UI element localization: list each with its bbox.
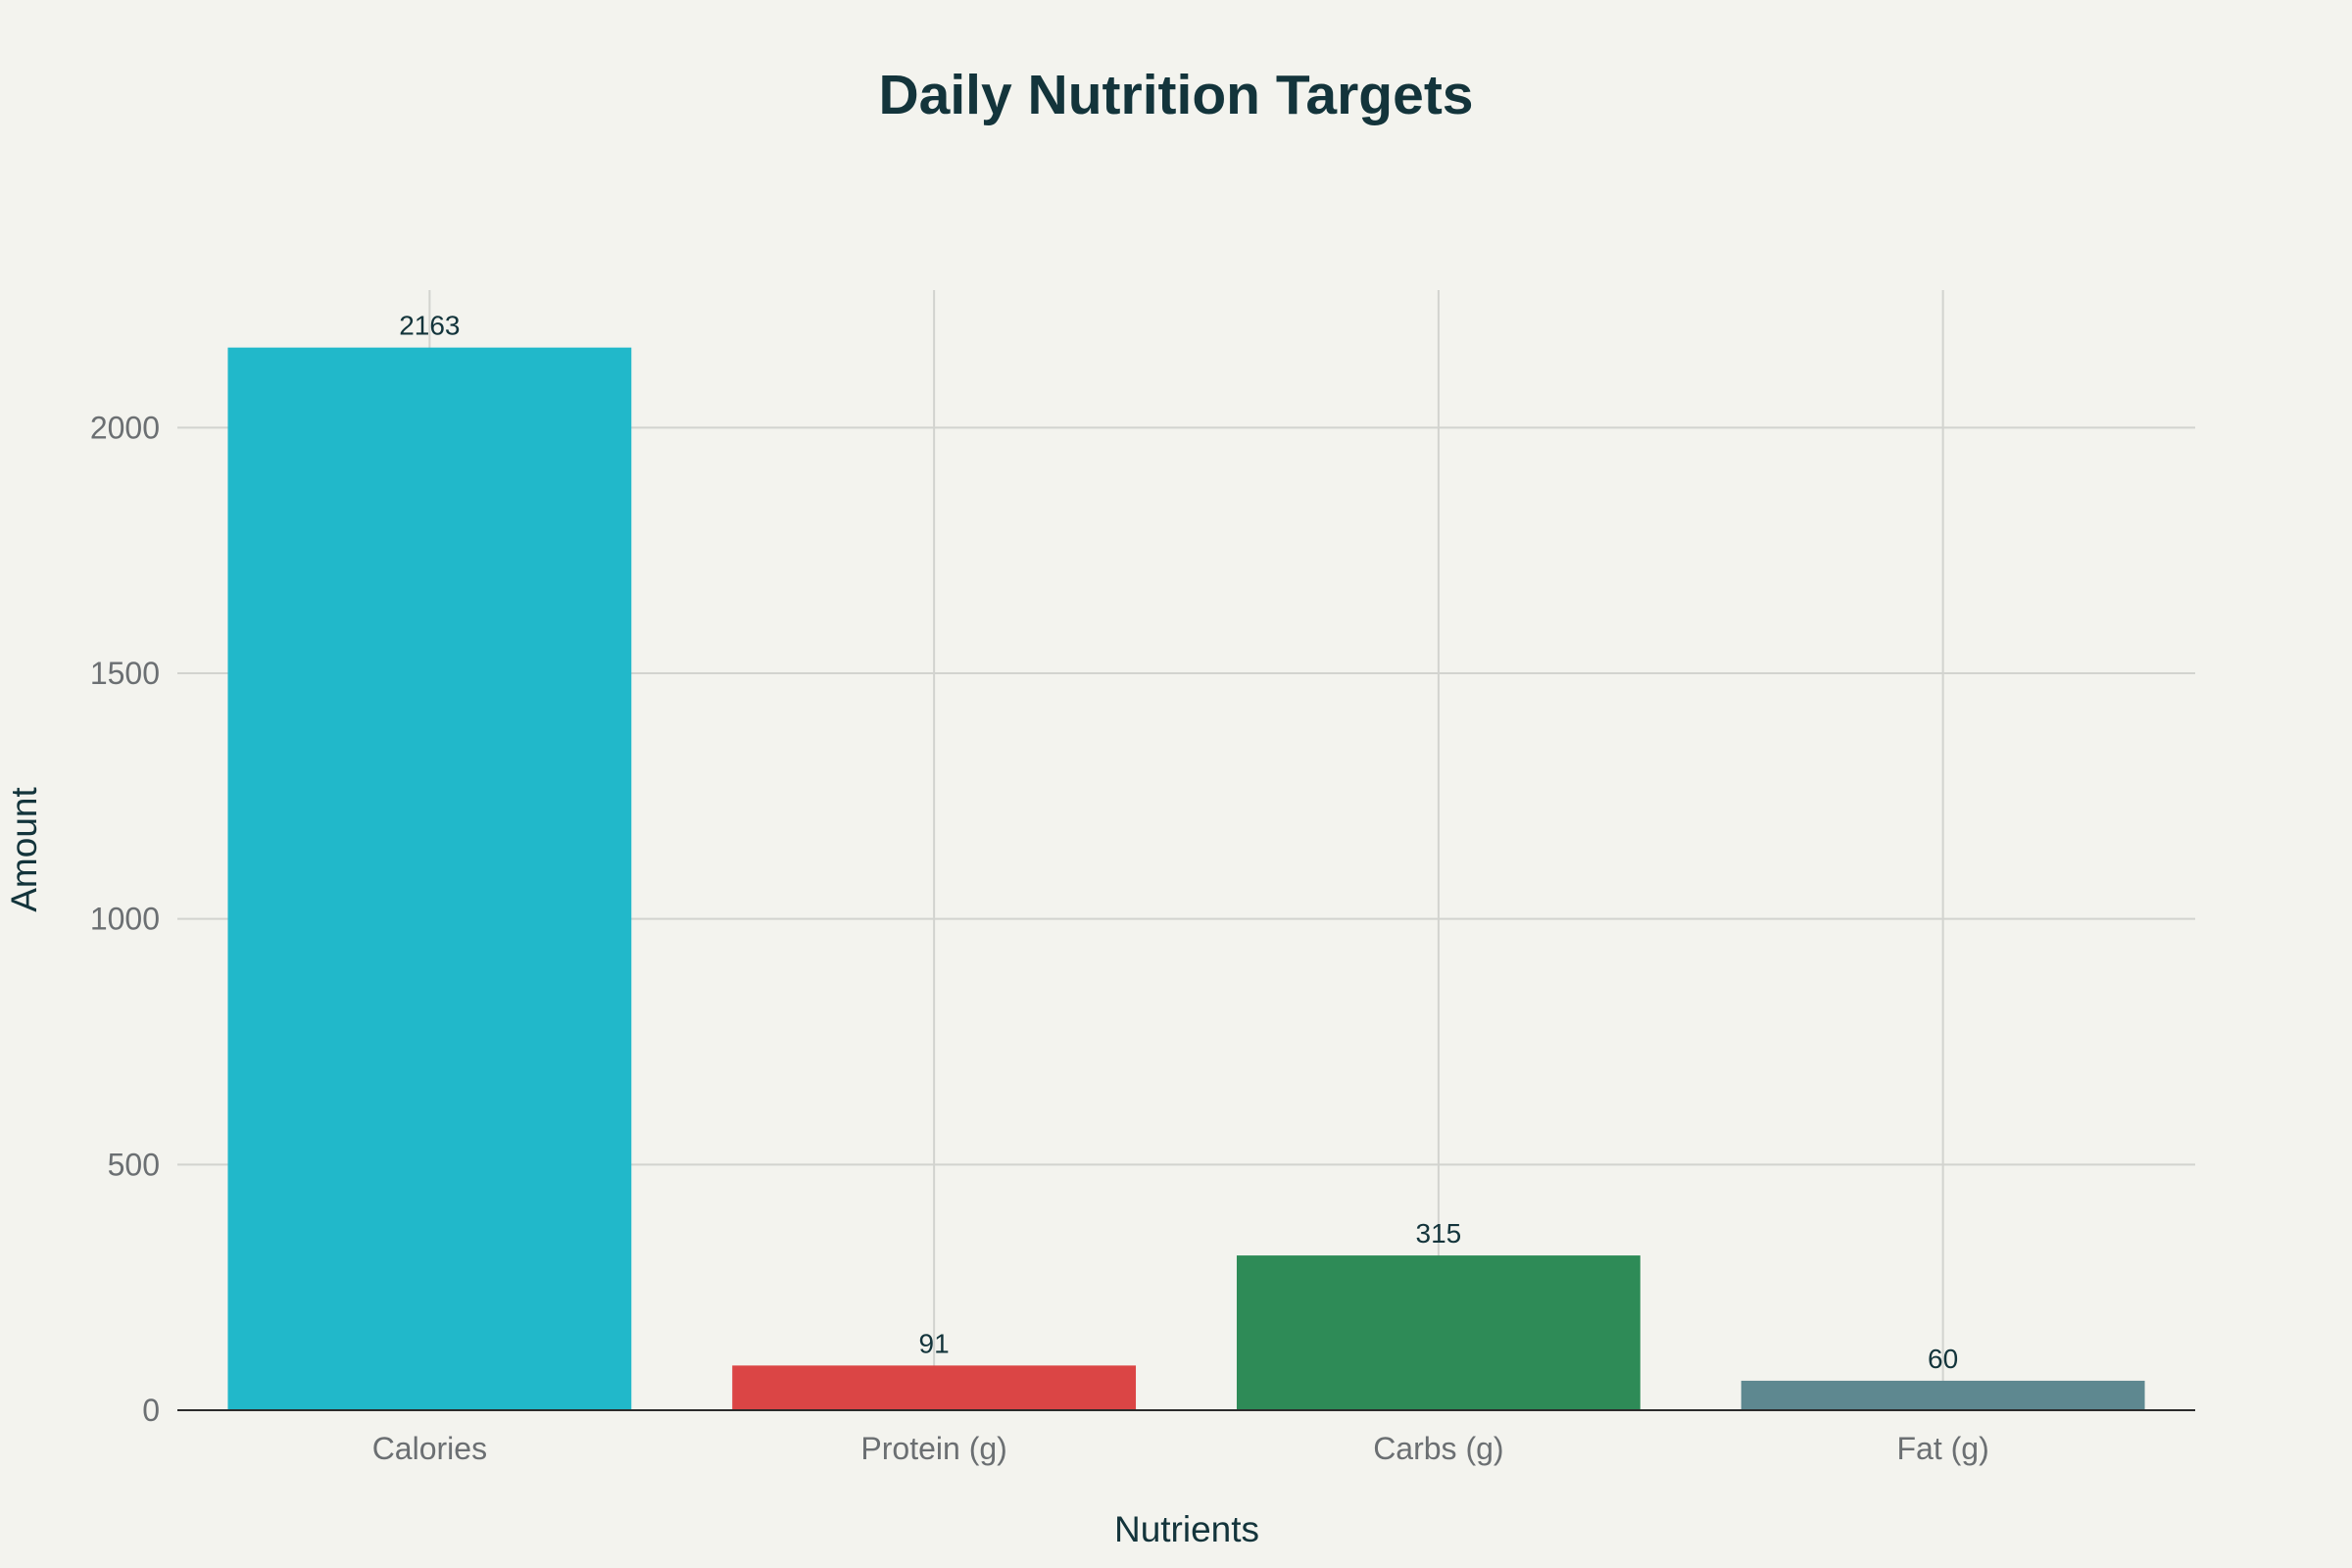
bar [1740,1380,2145,1410]
y-tick-label: 2000 [90,410,160,445]
chart-title: Daily Nutrition Targets [878,64,1473,126]
x-axis-ticks: Calories Protein (g) Carbs (g) Fat (g) [372,1431,1989,1466]
y-tick-label: 500 [108,1147,160,1182]
data-label: 60 [1928,1344,1958,1374]
y-axis-title: Amount [4,787,44,912]
x-tick-label: Fat (g) [1897,1431,1989,1466]
bars [227,347,2145,1411]
bar [227,347,632,1411]
x-tick-label: Protein (g) [860,1431,1006,1466]
bar [732,1365,1137,1410]
data-label: 91 [919,1328,950,1358]
y-axis-ticks: 0 500 1000 1500 2000 [90,410,160,1428]
x-tick-label: Calories [372,1431,487,1466]
y-tick-label: 0 [142,1393,160,1428]
bar [1236,1255,1641,1410]
y-tick-label: 1500 [90,656,160,691]
y-tick-label: 1000 [90,902,160,937]
x-tick-label: Carbs (g) [1373,1431,1503,1466]
x-axis-title: Nutrients [1114,1509,1259,1549]
data-label: 315 [1416,1218,1462,1249]
data-label: 2163 [399,311,460,341]
data-labels: 2163 91 315 60 [399,311,1958,1374]
